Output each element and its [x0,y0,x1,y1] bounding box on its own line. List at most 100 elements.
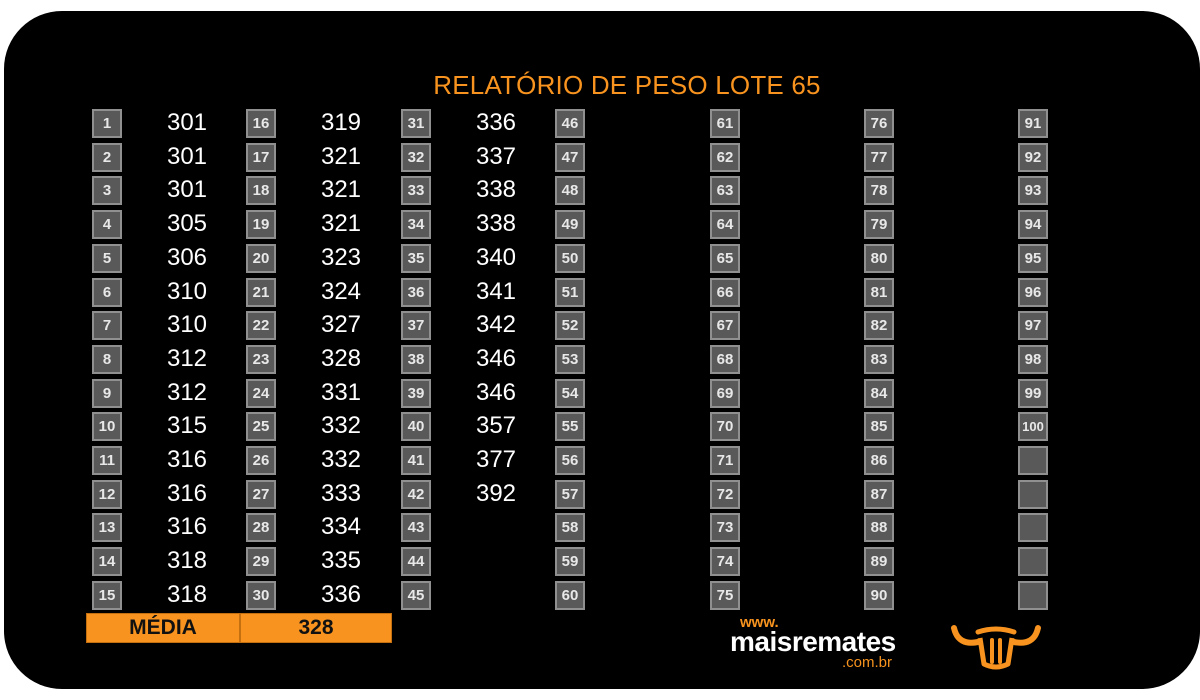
row-number-box: 35 [401,243,431,273]
weight-value: 335 [320,547,362,575]
row-number-box: 83 [864,344,894,374]
row-number-box: 29 [246,547,276,577]
row-number-box: 45 [401,580,431,610]
row-number-box: 6 [92,277,122,307]
row-number-box: 34 [401,210,431,240]
row-number-box [1018,446,1048,475]
report-title: RELATÓRIO DE PESO LOTE 65 [433,70,821,100]
row-number-box: 86 [864,446,894,475]
row-number-box: 68 [710,344,740,374]
row-number-box: 63 [710,176,740,206]
weight-value: 338 [475,176,517,204]
row-number-box: 21 [246,277,276,307]
weight-value: 341 [475,277,517,305]
row-number-box: 88 [864,513,894,543]
weight-value: 321 [320,142,362,170]
row-number-box: 11 [92,446,122,475]
row-number-box: 66 [710,277,740,307]
row-number-box: 71 [710,446,740,475]
weight-value: 327 [320,311,362,339]
row-number-box: 97 [1018,311,1048,341]
row-number-box: 16 [246,109,276,138]
row-number-box: 80 [864,243,894,273]
row-number-box: 52 [555,311,585,341]
row-number-box: 44 [401,547,431,577]
row-number-box: 85 [864,412,894,442]
logo-www-text: www. [740,614,779,631]
row-number-box: 92 [1018,142,1048,172]
row-number-box: 31 [401,109,431,138]
row-number-box: 24 [246,378,276,408]
logo-name: maisremates [730,626,896,657]
row-number-box: 7 [92,311,122,341]
row-number-box: 10 [92,412,122,442]
row-number-box: 84 [864,378,894,408]
row-number-box: 61 [710,109,740,138]
row-number-box: 99 [1018,378,1048,408]
row-number-box: 70 [710,412,740,442]
row-number-box: 18 [246,176,276,206]
report-board [4,11,1200,689]
weight-value: 321 [320,176,362,204]
row-number-box: 53 [555,344,585,374]
row-number-box: 47 [555,142,585,172]
row-number-box: 4 [92,210,122,240]
weight-value: 331 [320,378,362,406]
row-number-box: 94 [1018,210,1048,240]
weight-value: 332 [320,412,362,440]
weight-value: 301 [166,176,208,204]
weight-value: 310 [166,311,208,339]
row-number-box: 8 [92,344,122,374]
weight-value: 337 [475,142,517,170]
row-number-box: 30 [246,580,276,610]
row-number-box: 96 [1018,277,1048,307]
weight-value: 336 [320,580,362,608]
row-number-box: 15 [92,580,122,610]
row-number-box: 77 [864,142,894,172]
weight-value: 333 [320,479,362,507]
row-number-box: 65 [710,243,740,273]
row-number-box: 3 [92,176,122,206]
weight-value: 305 [166,210,208,238]
row-number-box: 48 [555,176,585,206]
row-number-box: 2 [92,142,122,172]
bull-head-icon [951,625,1041,670]
weight-value: 334 [320,513,362,541]
row-number-box: 98 [1018,344,1048,374]
row-number-box: 100 [1018,412,1048,442]
weight-value: 318 [166,547,208,575]
row-number-box: 25 [246,412,276,442]
row-number-box: 76 [864,109,894,138]
row-number-box: 20 [246,243,276,273]
row-number-box: 12 [92,479,122,509]
row-number-box [1018,580,1048,610]
row-number-box: 75 [710,580,740,610]
row-number-box: 28 [246,513,276,543]
weight-value: 338 [475,210,517,238]
weight-value: 377 [475,446,517,473]
row-number-box: 17 [246,142,276,172]
row-number-box: 55 [555,412,585,442]
row-number-box: 54 [555,378,585,408]
weight-value: 312 [166,378,208,406]
row-number-box: 57 [555,479,585,509]
row-number-box: 41 [401,446,431,475]
row-number-box: 32 [401,142,431,172]
row-number-box: 33 [401,176,431,206]
weight-value: 316 [166,446,208,473]
row-number-box: 37 [401,311,431,341]
weight-value: 306 [166,243,208,271]
row-number-box: 56 [555,446,585,475]
row-number-box: 60 [555,580,585,610]
row-number-box: 82 [864,311,894,341]
weight-value: 342 [475,311,517,339]
row-number-box: 81 [864,277,894,307]
row-number-box: 9 [92,378,122,408]
row-number-box: 73 [710,513,740,543]
row-number-box: 64 [710,210,740,240]
row-number-box: 1 [92,109,122,138]
row-number-box: 5 [92,243,122,273]
row-number-box: 23 [246,344,276,374]
row-number-box: 87 [864,479,894,509]
weight-value: 336 [475,109,517,136]
